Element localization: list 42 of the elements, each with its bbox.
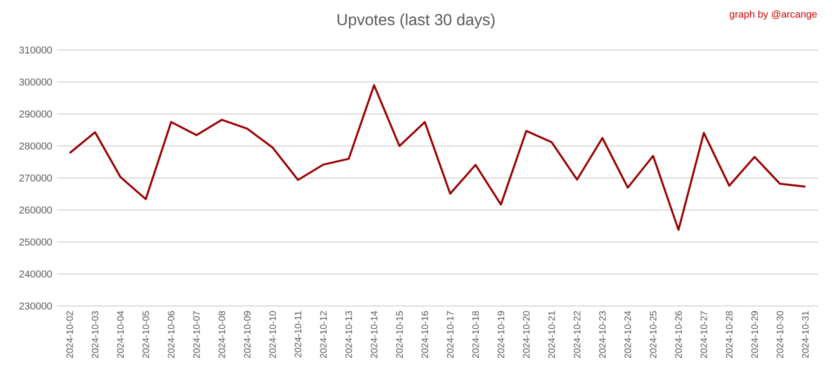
x-tick-label: 2024-10-11 (294, 311, 302, 358)
x-tick-label: 2024-10-29 (751, 311, 758, 358)
x-tick-label: 2024-10-03 (92, 311, 98, 358)
y-tick-label: 300000 (19, 78, 52, 86)
text: graph by @arcange (730, 10, 817, 20)
x-tick-label: 2024-10-17 (446, 311, 454, 358)
x-tick-label: 2024-10-22 (574, 311, 580, 358)
y-tick-label: 250000 (19, 238, 52, 246)
y-tick-label: 270000 (19, 174, 52, 182)
x-tick-label: 2024-10-06 (168, 311, 174, 358)
x-tick-label: 2024-10-30 (776, 311, 784, 358)
x-tick-label: 2024-10-07 (193, 311, 200, 358)
x-tick-label: 2024-10-15 (396, 311, 403, 358)
x-tick-label: 2024-10-14 (370, 311, 378, 358)
y-tick-label: 280000 (19, 142, 52, 150)
x-tick-label: 2024-10-13 (345, 311, 352, 358)
x-tick-label: 2024-10-21 (548, 311, 555, 358)
chart-title: Upvotes (last 30 days) (338, 14, 495, 28)
x-tick-label: 2024-10-18 (472, 311, 479, 358)
y-tick-label: 290000 (19, 110, 52, 118)
x-tick-label: 2024-10-16 (422, 311, 428, 358)
x-tick-label: 2024-10-26 (675, 311, 682, 358)
x-tick-label: 2024-10-31 (802, 311, 809, 358)
x-tick-label: 2024-10-23 (599, 311, 606, 358)
x-tick-label: 2024-10-05 (142, 311, 150, 358)
x-tick-label: 2024-10-04 (117, 311, 124, 358)
y-tick-label: 260000 (19, 206, 52, 214)
y-tick-label: 310000 (19, 46, 52, 54)
x-tick-label: 2024-10-20 (522, 311, 530, 358)
x-tick-label: 2024-10-10 (269, 311, 276, 358)
x-tick-label: 2024-10-19 (498, 311, 504, 358)
x-tick-label: 2024-10-25 (650, 311, 656, 358)
x-tick-label: 2024-10-08 (218, 311, 226, 358)
x-tick-label: 2024-10-02 (66, 311, 73, 358)
x-tick-label: 2024-10-24 (624, 311, 632, 358)
y-tick-label: 230000 (19, 302, 52, 310)
x-tick-label: 2024-10-09 (244, 311, 251, 358)
y-tick-label: 240000 (19, 270, 52, 278)
x-tick-label: 2024-10-27 (700, 311, 708, 358)
x-tick-label: 2024-10-28 (726, 311, 733, 358)
x-tick-label: 2024-10-12 (320, 311, 327, 358)
line-series (68, 84, 806, 231)
